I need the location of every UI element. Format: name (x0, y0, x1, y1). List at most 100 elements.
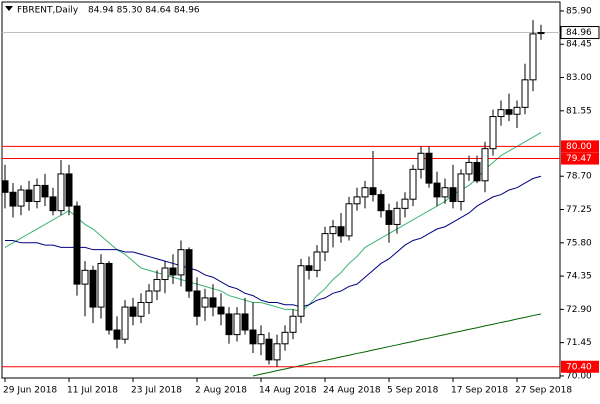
y-tick-label: 77.25 (566, 205, 592, 215)
candle-body (57, 173, 65, 212)
menu-arrow (5, 6, 13, 11)
candle-body (297, 265, 305, 317)
candle-body (305, 265, 313, 271)
x-tick-label: 5 Sep 2018 (387, 386, 439, 396)
candle-body (161, 267, 169, 281)
candle-body (465, 161, 473, 175)
candle-body (369, 187, 377, 196)
candle-body (81, 269, 89, 285)
candle-body (225, 313, 233, 336)
candle-body (377, 194, 385, 212)
level-label-box (561, 152, 599, 165)
x-tick-label: 27 Sep 2018 (515, 386, 572, 396)
candle-body (457, 173, 465, 202)
candle-body (273, 343, 281, 361)
candle-body (105, 262, 113, 331)
level-label-box (561, 360, 599, 373)
candle-body (521, 79, 529, 108)
y-tick-label: 74.35 (566, 272, 592, 282)
candle-body (185, 249, 193, 292)
candle-body (537, 32, 545, 35)
level-label: 70.40 (566, 362, 592, 372)
y-tick-label: 83.00 (566, 73, 592, 83)
y-tick-label: 71.45 (566, 338, 592, 348)
candle-body (425, 152, 433, 184)
level-label-box (561, 140, 599, 153)
candle-body (265, 338, 273, 361)
x-tick-label: 23 Jul 2018 (131, 386, 182, 396)
y-tick-label: 78.70 (566, 172, 592, 182)
y-tick-label: 84.45 (566, 40, 592, 50)
candle-body (393, 207, 401, 225)
candle-body (41, 184, 49, 198)
candle-body (257, 334, 265, 345)
y-tick-label: 81.55 (566, 106, 592, 116)
candle-body (385, 210, 393, 225)
x-tick-label: 29 Jun 2018 (3, 386, 57, 396)
level-label: 79.47 (566, 154, 592, 164)
candle-body (137, 301, 145, 317)
candle-body (433, 182, 441, 198)
y-tick-label: 72.90 (566, 305, 592, 315)
chart-title: FBRENT,Daily (17, 6, 79, 16)
candle-body (529, 33, 537, 81)
candle-body (481, 148, 489, 182)
candle-body (33, 184, 41, 202)
candle-body (473, 161, 481, 182)
candle-body (449, 187, 457, 202)
candle-body (145, 290, 153, 303)
last-price-label: 84.96 (566, 28, 592, 38)
candle-body (345, 203, 353, 237)
y-tick-label: 75.80 (566, 238, 592, 248)
candle-body (169, 267, 177, 276)
candle-body (497, 109, 505, 118)
candle-body (73, 205, 81, 285)
candle-body (417, 152, 425, 170)
candle-body (353, 196, 361, 205)
x-tick-label: 14 Aug 2018 (259, 386, 317, 396)
candle-body (505, 109, 513, 115)
candle-body (241, 313, 249, 331)
x-tick-label: 17 Sep 2018 (451, 386, 508, 396)
candle-body (281, 331, 289, 345)
candle-body (409, 168, 417, 200)
candle-body (441, 187, 449, 198)
candle-body (217, 306, 225, 315)
x-tick-label: 24 Aug 2018 (323, 386, 381, 396)
y-tick-label: 85.90 (566, 6, 592, 16)
candle-body (65, 173, 73, 207)
candle-body (233, 313, 241, 336)
candle-body (249, 329, 257, 345)
candle-body (289, 315, 297, 333)
last-price-box (560, 26, 600, 40)
candle-body (97, 262, 105, 308)
candle-body (321, 233, 329, 253)
level-label: 80.00 (566, 142, 592, 152)
y-tick-label: 70.00 (566, 371, 592, 381)
candle-body (513, 106, 521, 115)
candle-body (177, 249, 185, 276)
moving-average (252, 313, 542, 377)
candle-body (49, 196, 57, 212)
candle-body (25, 189, 33, 202)
candle-body (89, 269, 97, 308)
candle-body (17, 189, 25, 207)
candle-body (113, 329, 121, 340)
candle-body (129, 306, 137, 317)
candle-body (329, 226, 337, 235)
candle-body (313, 251, 321, 271)
x-tick-label: 2 Aug 2018 (195, 386, 247, 396)
candle-body (9, 191, 17, 207)
ohlc-text: 84.94 85.30 84.64 84.96 (88, 6, 200, 16)
candle-body (201, 297, 209, 308)
candle-body (337, 226, 345, 237)
candle-body (121, 306, 129, 340)
candle-body (489, 116, 497, 150)
moving-average (5, 175, 542, 308)
candle-body (361, 187, 369, 198)
candle-body (401, 198, 409, 209)
candle-body (153, 279, 161, 292)
